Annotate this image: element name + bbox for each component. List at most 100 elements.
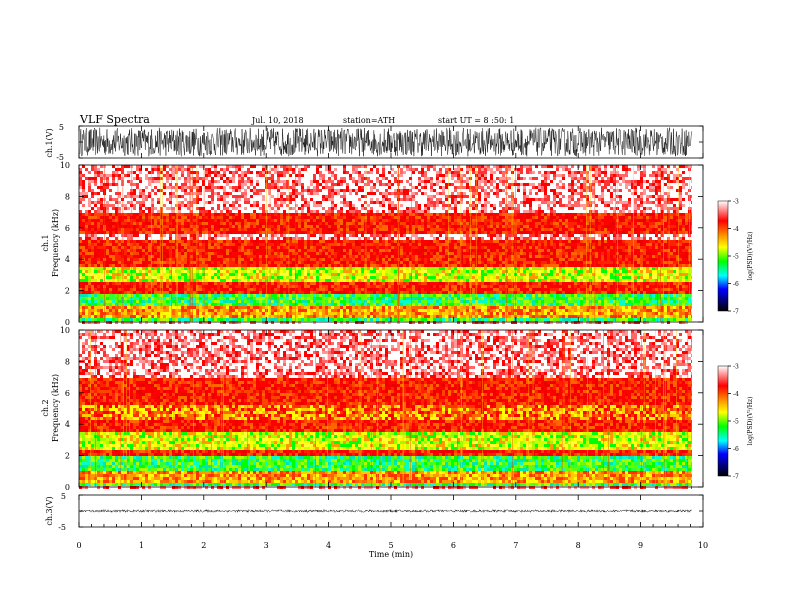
spectrogram-ch1-cell <box>625 204 628 207</box>
spectrogram-ch1-cell <box>634 207 637 210</box>
spectrogram-ch1-cell <box>145 195 148 198</box>
spectrogram-ch1-cell <box>646 180 649 183</box>
spectrogram-ch1-cell <box>142 219 145 222</box>
spectrogram-ch1-cell <box>568 234 571 237</box>
spectrogram-ch1-cell <box>238 165 241 168</box>
spectrogram-ch1-cell <box>472 240 475 243</box>
spectrogram-ch1-cell <box>319 189 322 192</box>
spectrogram-ch1-cell <box>241 180 244 183</box>
spectrogram-ch1-cell <box>379 228 382 231</box>
spectrogram-ch1-cell <box>118 192 121 195</box>
spectrogram-ch1-cell <box>157 231 160 234</box>
spectrogram-ch1-cell <box>679 228 682 231</box>
spectrogram-ch1-cell <box>211 207 214 210</box>
spectrogram-ch1-cell <box>142 246 145 249</box>
spectrogram-ch1-cell <box>631 255 634 258</box>
spectrogram-ch1-cell <box>229 186 232 189</box>
spectrogram-ch1-cell <box>511 252 514 255</box>
spectrogram-ch1-cell <box>121 165 124 168</box>
spectrogram-ch1-cell <box>445 222 448 225</box>
spectrogram-ch1-cell <box>607 228 610 231</box>
spectrogram-ch1-cell <box>226 231 229 234</box>
spectrogram-ch1-cell <box>679 243 682 246</box>
spectrogram-ch1-cell <box>424 228 427 231</box>
spectrogram-ch1-cell <box>490 219 493 222</box>
spectrogram-ch1-cell <box>88 216 91 219</box>
spectrogram-ch1-cell <box>100 171 103 174</box>
spectrogram-ch1-cell <box>619 249 622 252</box>
spectrogram-ch1-cell <box>250 246 253 249</box>
spectrogram-ch1-cell <box>250 183 253 186</box>
spectrogram-ch1-cell <box>184 261 187 264</box>
spectrogram-ch1-cell <box>82 189 85 192</box>
spectrogram-ch1-cell <box>229 213 232 216</box>
spectrogram-ch1-cell <box>139 216 142 219</box>
spectrogram-ch1-cell <box>325 225 328 228</box>
spectrogram-ch1-cell <box>88 252 91 255</box>
spectrogram-ch1-cell <box>388 255 391 258</box>
spectrogram-ch1-cell <box>334 237 337 240</box>
spectrogram-ch1-cell <box>457 246 460 249</box>
spectrogram-ch1-cell <box>445 237 448 240</box>
spectrogram-ch1-cell <box>313 246 316 249</box>
spectrogram-ch1-cell <box>622 228 625 231</box>
spectrogram-ch1-cell <box>685 192 688 195</box>
spectrogram-ch1-cell <box>421 243 424 246</box>
spectrogram-ch1-cell <box>427 165 430 168</box>
spectrogram-ch1-cell <box>568 216 571 219</box>
spectrogram-ch1-cell <box>463 222 466 225</box>
spectrogram-ch1-cell <box>166 180 169 183</box>
spectrogram-ch1-cell <box>436 201 439 204</box>
spectrogram-ch1-cell <box>610 219 613 222</box>
spectrogram-ch1-cell <box>343 195 346 198</box>
spectrogram-ch1-cell <box>310 198 313 201</box>
spectrogram-ch1-cell <box>424 186 427 189</box>
spectrogram-ch1-cell <box>433 225 436 228</box>
spectrogram-ch1-cell <box>136 255 139 258</box>
spectrogram-ch1-cell <box>484 195 487 198</box>
spectrogram-ch1-cell <box>316 189 319 192</box>
spectrogram-ch1-cell <box>160 225 163 228</box>
spectrogram-ch1-cell <box>295 243 298 246</box>
spectrogram-ch1-cell <box>388 183 391 186</box>
spectrogram-ch1-cell <box>691 243 692 246</box>
spectrogram-ch1-cell <box>262 246 265 249</box>
spectrogram-ch1-cell <box>343 171 346 174</box>
spectrogram-ch1-cell <box>682 183 685 186</box>
spectrogram-ch1-cell <box>148 246 151 249</box>
spectrogram-ch1-cell <box>214 165 217 168</box>
spectrogram-ch1-cell <box>604 186 607 189</box>
spectrogram-ch1-cell <box>538 189 541 192</box>
spectrogram-ch1-cell <box>355 240 358 243</box>
spectrogram-ch1-cell <box>349 222 352 225</box>
spectrogram-ch1-cell <box>100 198 103 201</box>
spectrogram-ch1-cell <box>136 234 139 237</box>
spectrogram-ch1-cell <box>628 216 631 219</box>
spectrogram-ch1-cell <box>223 168 226 171</box>
spectrogram-ch1-cell <box>124 165 127 168</box>
spectrogram-ch1-cell <box>187 186 190 189</box>
spectrogram-ch1-cell <box>157 213 160 216</box>
spectrogram-ch1-cell <box>583 189 586 192</box>
spectrogram-ch1-cell <box>121 240 124 243</box>
spectrogram-ch1-cell <box>229 192 232 195</box>
spectrogram-ch1-cell <box>553 171 556 174</box>
spectrogram-ch1-cell <box>277 198 280 201</box>
spectrogram-ch1-cell <box>400 168 403 171</box>
spectrogram-ch1-cell <box>436 219 439 222</box>
spectrogram-ch1-cell <box>349 192 352 195</box>
spectrogram-ch1-cell <box>262 195 265 198</box>
spectrogram-ch1-cell <box>268 258 271 261</box>
spectrogram-ch1-cell <box>457 255 460 258</box>
spectrogram-ch1-cell <box>424 246 427 249</box>
spectrogram-ch1-cell <box>478 219 481 222</box>
spectrogram-ch1-cell <box>409 255 412 258</box>
spectrogram-ch1-cell <box>577 228 580 231</box>
spectrogram-ch1-cell <box>454 186 457 189</box>
spectrogram-ch1-cell <box>256 201 259 204</box>
spectrogram-ch1-cell <box>106 252 109 255</box>
spectrogram-ch1-cell <box>298 177 301 180</box>
spectrogram-ch1-cell <box>679 186 682 189</box>
spectrogram-ch1-cell <box>685 216 688 219</box>
spectrogram-ch1-cell <box>202 180 205 183</box>
